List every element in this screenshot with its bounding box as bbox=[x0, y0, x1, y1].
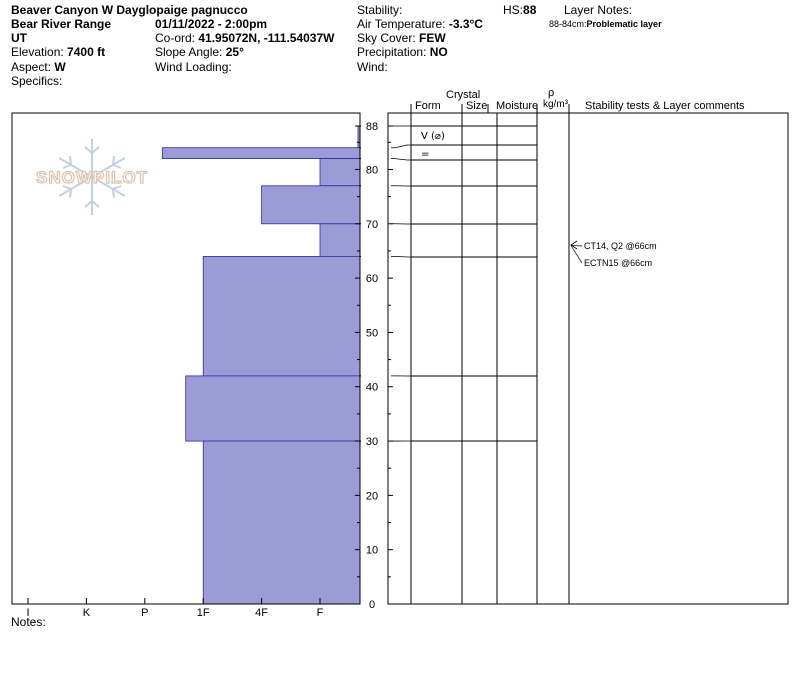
depth-tick-label: 88 bbox=[366, 121, 378, 133]
depth-tick-label: 70 bbox=[366, 219, 378, 231]
sky-cover-field: Sky Cover: FEW bbox=[357, 31, 446, 45]
hardness-bar bbox=[161, 147, 361, 159]
hardness-bar bbox=[185, 375, 361, 442]
hardness-tick-label: F bbox=[317, 607, 324, 619]
test-leader-line bbox=[570, 245, 583, 247]
size-header: Size bbox=[466, 100, 488, 112]
specifics-label: Specifics: bbox=[11, 74, 63, 88]
hardness-bar bbox=[202, 440, 361, 605]
crystal-header: Crystal bbox=[446, 89, 481, 101]
hardness-plot-frame bbox=[11, 112, 361, 605]
depth-tick-label: 40 bbox=[366, 382, 378, 394]
hardness-bar bbox=[261, 185, 361, 225]
rho-header: ρ bbox=[548, 87, 555, 99]
range-name: Bear River Range bbox=[11, 17, 112, 31]
grain-form-entry: V (⌀) bbox=[421, 131, 445, 142]
state-name: UT bbox=[11, 31, 27, 45]
date-time: 01/11/2022 - 2:00pm bbox=[155, 17, 268, 31]
observer-name: paige pagnucco bbox=[156, 3, 248, 17]
hardness-bar bbox=[202, 255, 361, 377]
depth-tick-label: 80 bbox=[366, 164, 378, 176]
layer-connector bbox=[391, 144, 411, 149]
depth-tick-label: 0 bbox=[369, 599, 375, 611]
wind-loading-label: Wind Loading: bbox=[155, 60, 232, 74]
depth-tick-label: 60 bbox=[366, 273, 378, 285]
hardness-tick-label: 1F bbox=[197, 607, 210, 619]
snowpilot-watermark: SNOWPILOT bbox=[35, 139, 148, 215]
depth-tick-label: 50 bbox=[366, 327, 378, 339]
depth-tick-label: 20 bbox=[366, 490, 378, 502]
layer-note: 88-84cm:Problematic layer bbox=[549, 19, 662, 29]
watermark-text: SNOWPILOT bbox=[36, 168, 148, 187]
air-temp-field: Air Temperature: -3.3°C bbox=[357, 17, 483, 31]
wind-label: Wind: bbox=[357, 60, 388, 74]
hardness-bar bbox=[319, 223, 361, 257]
layer-connector bbox=[391, 255, 411, 258]
layer-notes-label: Layer Notes: bbox=[564, 3, 633, 17]
elevation-field: Elevation: 7400 ft bbox=[11, 45, 106, 59]
precip-field: Precipitation: NO bbox=[357, 45, 448, 59]
moisture-header: Moisture bbox=[496, 100, 539, 112]
depth-tick-label: 30 bbox=[366, 436, 378, 448]
comments-header: Stability tests & Layer comments bbox=[585, 100, 745, 112]
aspect-field: Aspect: W bbox=[11, 60, 66, 74]
coord-field: Co-ord: 41.95072N, -111.54037W bbox=[155, 31, 335, 45]
test-arrow-icon bbox=[570, 240, 578, 250]
hardness-bar bbox=[319, 158, 361, 187]
location-name: Beaver Canyon W Dayglopaige pagnucco bbox=[11, 3, 248, 17]
slope-field: Slope Angle: 25° bbox=[155, 45, 244, 59]
density-unit-header: kg/m³ bbox=[543, 99, 568, 110]
hs-field: HS:88 bbox=[503, 3, 537, 17]
test-leader-line bbox=[570, 245, 583, 264]
form-header: Form bbox=[415, 100, 441, 112]
hardness-tick-label: I bbox=[26, 607, 29, 619]
snowflake-icon bbox=[58, 139, 126, 215]
notes-label: Notes: bbox=[11, 615, 46, 629]
depth-tick-label: 10 bbox=[366, 545, 378, 557]
stability-label: Stability: bbox=[357, 3, 403, 17]
layer-table-frame bbox=[387, 112, 789, 605]
hardness-tick-label: P bbox=[141, 607, 148, 619]
grain-form-entry: = bbox=[421, 149, 429, 160]
layer-connector bbox=[391, 158, 411, 161]
stability-test-label: ECTN15 @66cm bbox=[584, 258, 652, 268]
hardness-tick-label: K bbox=[83, 607, 91, 619]
stability-test-label: CT14, Q2 @66cm bbox=[584, 241, 657, 251]
hardness-tick-label: 4F bbox=[255, 607, 268, 619]
